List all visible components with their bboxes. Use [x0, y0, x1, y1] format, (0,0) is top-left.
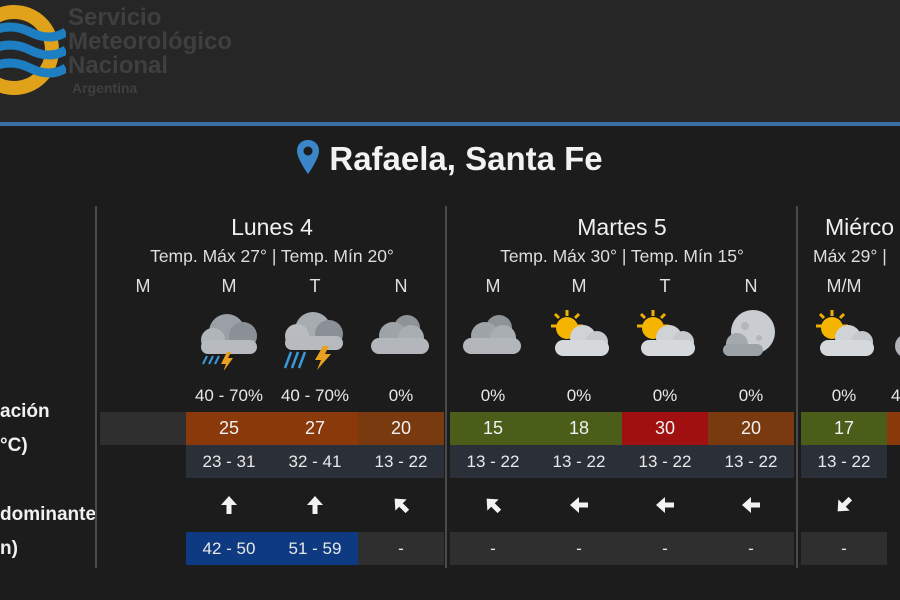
period-label: T — [309, 276, 321, 296]
day-title: Martes 5 — [577, 214, 667, 240]
range-cell: 13 - 22 — [536, 445, 622, 478]
location-title: Rafaela, Santa Fe — [0, 140, 900, 178]
range-cell: 13 - 22 — [708, 445, 794, 478]
arrow-left-icon — [536, 494, 622, 520]
gust-cell: - — [358, 532, 444, 565]
row-label-precip: ación — [0, 401, 50, 422]
partly-cloudy-icon — [801, 306, 887, 370]
period-column: 4 — [887, 206, 900, 568]
temp-cell: 20 — [708, 412, 794, 445]
gust-cell: 42 - 50 — [186, 532, 272, 565]
period-column: M 0% 18 13 - 22 - — [536, 206, 622, 568]
day-temps: Temp. Máx 27° | Temp. Mín 20° — [150, 246, 394, 266]
period-column: M 0% 15 13 - 22 - — [450, 206, 536, 568]
precip-value: 0% — [480, 386, 506, 405]
range-cell: 32 - 41 — [272, 445, 358, 478]
temp-cell — [887, 412, 900, 445]
temp-cell: 18 — [536, 412, 622, 445]
period-label: M — [571, 276, 587, 296]
period-label: M — [221, 276, 237, 296]
precip-value: 0% — [388, 386, 414, 405]
smn-logo — [0, 5, 66, 95]
day-column: Martes 5 Temp. Máx 30° | Temp. Mín 15° M… — [450, 206, 794, 568]
period-column: N 0% 20 13 - 22 - — [708, 206, 794, 568]
day-temps: Temp. Máx 30° | Temp. Mín 15° — [500, 246, 744, 266]
arrow-up-left-icon — [450, 494, 536, 520]
thunderstorm-icon — [186, 306, 272, 372]
period-label: M — [485, 276, 501, 296]
arrow-up-icon — [272, 494, 358, 520]
arrow-up-left-icon — [358, 494, 444, 520]
precip-value: 4 — [891, 386, 900, 405]
location-name: Rafaela, Santa Fe — [329, 140, 603, 177]
precip-value: 40 - 70% — [194, 386, 264, 405]
day-temps: Máx 29° | — [813, 246, 887, 266]
gust-cell: - — [801, 532, 887, 565]
arrow-up-icon — [186, 494, 272, 520]
location-pin-icon — [297, 140, 320, 174]
partly-cloudy-icon — [622, 306, 708, 370]
temp-cell: 20 — [358, 412, 444, 445]
period-column: M/M 0% 17 13 - 22 - — [801, 206, 887, 568]
header-divider — [0, 122, 900, 126]
precip-value: 40 - 70% — [280, 386, 350, 405]
precip-value: 0% — [652, 386, 678, 405]
temp-cell: 30 — [622, 412, 708, 445]
range-cell: 13 - 22 — [358, 445, 444, 478]
site-header: Servicio Meteorológico Nacional Argentin… — [0, 0, 900, 122]
logo-text-line: Nacional — [68, 52, 169, 79]
day-title: Miérco — [825, 214, 895, 240]
gust-cell: - — [450, 532, 536, 565]
period-column: T 40 - 70% 27 32 - 41 51 - 59 — [272, 206, 358, 568]
gust-cell: - — [536, 532, 622, 565]
gust-cell: - — [622, 532, 708, 565]
range-cell: 13 - 22 — [801, 445, 887, 478]
arrow-left-icon — [708, 494, 794, 520]
cloudy-night-icon — [358, 306, 444, 370]
period-label: T — [659, 276, 671, 296]
temp-cell: 25 — [186, 412, 272, 445]
logo-text-country: Argentina — [72, 80, 138, 96]
thunderstorm-heavy-icon — [272, 306, 358, 370]
partly-cloudy-icon — [536, 306, 622, 370]
temp-cell: 27 — [272, 412, 358, 445]
arrow-left-icon — [622, 494, 708, 520]
gust-cell: 51 - 59 — [272, 532, 358, 565]
period-label: M/M — [826, 276, 862, 296]
day-column: Miérco Máx 29° | M/M 0% 17 13 - 22 - 4 — [801, 206, 900, 568]
period-label: N — [394, 276, 408, 296]
temp-cell: 17 — [801, 412, 887, 445]
cloud-partial-icon — [887, 306, 900, 370]
logo-text-line: Servicio — [68, 4, 162, 31]
logo-text-line: Meteorológico — [68, 28, 233, 55]
temp-cell: 15 — [450, 412, 536, 445]
row-label-gust: n) — [0, 538, 18, 559]
column-divider — [95, 206, 97, 568]
period-column: T 0% 30 13 - 22 - — [622, 206, 708, 568]
cloudy-night-icon — [450, 306, 536, 370]
arrow-down-left-icon — [801, 494, 887, 520]
row-label-wind: dominante — [0, 504, 97, 525]
range-cell: 13 - 22 — [622, 445, 708, 478]
period-column: M 40 - 70% 25 23 - 31 42 - 50 — [186, 206, 272, 568]
row-label-temp: °C) — [0, 435, 28, 456]
precip-value: 0% — [738, 386, 764, 405]
period-label: N — [744, 276, 758, 296]
range-cell: 23 - 31 — [186, 445, 272, 478]
cloudy-moon-icon — [708, 306, 794, 370]
period-label: M — [135, 276, 151, 296]
column-divider — [445, 206, 447, 568]
gust-cell: - — [708, 532, 794, 565]
precip-value: 0% — [831, 386, 857, 405]
period-column: M — [100, 206, 186, 568]
temp-cell — [100, 412, 186, 445]
day-column: Lunes 4 Temp. Máx 27° | Temp. Mín 20° M … — [100, 206, 444, 568]
column-divider — [796, 206, 798, 568]
precip-value: 0% — [566, 386, 592, 405]
day-title: Lunes 4 — [231, 214, 313, 240]
period-column: N 0% 20 13 - 22 - — [358, 206, 444, 568]
range-cell: 13 - 22 — [450, 445, 536, 478]
